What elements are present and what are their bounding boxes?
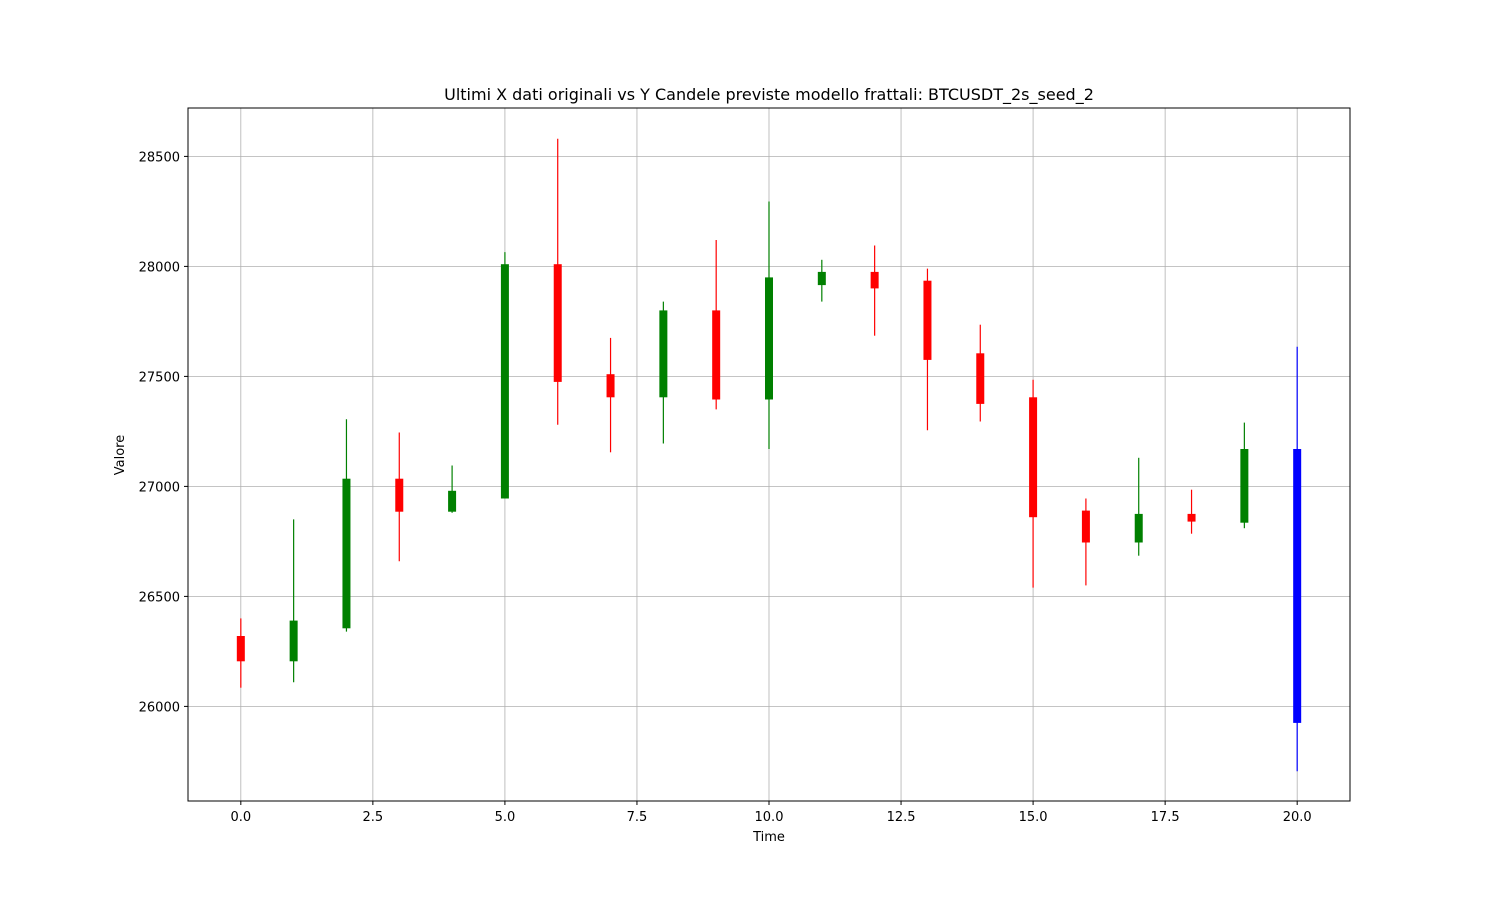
candle — [448, 465, 457, 513]
candle-body — [712, 310, 721, 400]
candle-body — [289, 620, 298, 662]
candle-body — [976, 353, 985, 404]
candle — [1293, 346, 1302, 772]
candle — [553, 138, 562, 425]
y-tick-label: 27000 — [139, 480, 180, 495]
x-tick-label: 2.5 — [363, 810, 384, 825]
candle — [606, 337, 615, 453]
candle-body — [1293, 449, 1302, 723]
x-tick-label: 12.5 — [887, 810, 916, 825]
candle-body — [1134, 513, 1143, 543]
candle-body — [659, 310, 668, 398]
y-tick-label: 28000 — [139, 260, 180, 275]
candle — [659, 301, 668, 444]
candle-body — [765, 277, 773, 400]
candle — [236, 618, 245, 688]
candle-body — [500, 264, 509, 499]
candle-body — [1081, 510, 1090, 543]
x-tick-label: 17.5 — [1151, 810, 1180, 825]
candle-body — [923, 280, 932, 360]
candle — [1134, 457, 1143, 556]
candle — [395, 432, 404, 562]
x-tick-label: 0.0 — [230, 810, 251, 825]
candle-body — [817, 271, 826, 286]
candle-body — [1187, 513, 1196, 522]
candle-body — [342, 478, 351, 629]
candle — [1081, 498, 1090, 586]
x-tick-label: 7.5 — [627, 810, 648, 825]
candle — [1187, 489, 1196, 534]
x-tick-label: 20.0 — [1283, 810, 1312, 825]
candle-body — [553, 264, 562, 382]
candle-body — [1029, 397, 1038, 518]
candle — [500, 252, 509, 499]
x-axis-label: Time — [752, 830, 785, 845]
x-tick-label: 10.0 — [755, 810, 784, 825]
candle-body — [1240, 449, 1249, 523]
candle — [289, 519, 298, 683]
candle-body — [236, 636, 245, 662]
candles — [236, 138, 1302, 772]
x-tick-label: 5.0 — [495, 810, 516, 825]
candle — [976, 324, 985, 422]
candle-body — [395, 478, 404, 512]
axis-ticks: 0.0 2.5 5.0 7.5 10.0 12.5 15.0 17.5 20.0 26000 265… — [139, 150, 1312, 825]
y-tick-label: 27500 — [139, 370, 180, 385]
y-axis-label: Valore — [113, 435, 128, 475]
candle — [1029, 379, 1038, 588]
candle — [765, 201, 773, 449]
candle — [923, 268, 932, 431]
candle — [1240, 422, 1249, 529]
y-tick-label: 28500 — [139, 150, 180, 165]
candle — [712, 240, 721, 410]
x-tick-label: 15.0 — [1019, 810, 1048, 825]
candle-body — [870, 271, 879, 289]
chart-title: Ultimi X dati originali vs Y Candele pre… — [444, 85, 1094, 105]
y-tick-label: 26500 — [139, 590, 180, 605]
candle-body — [606, 374, 615, 398]
y-tick-label: 26000 — [139, 700, 180, 715]
candle — [870, 245, 879, 336]
candle — [342, 419, 351, 632]
candle-body — [448, 490, 457, 512]
candle — [817, 259, 826, 302]
